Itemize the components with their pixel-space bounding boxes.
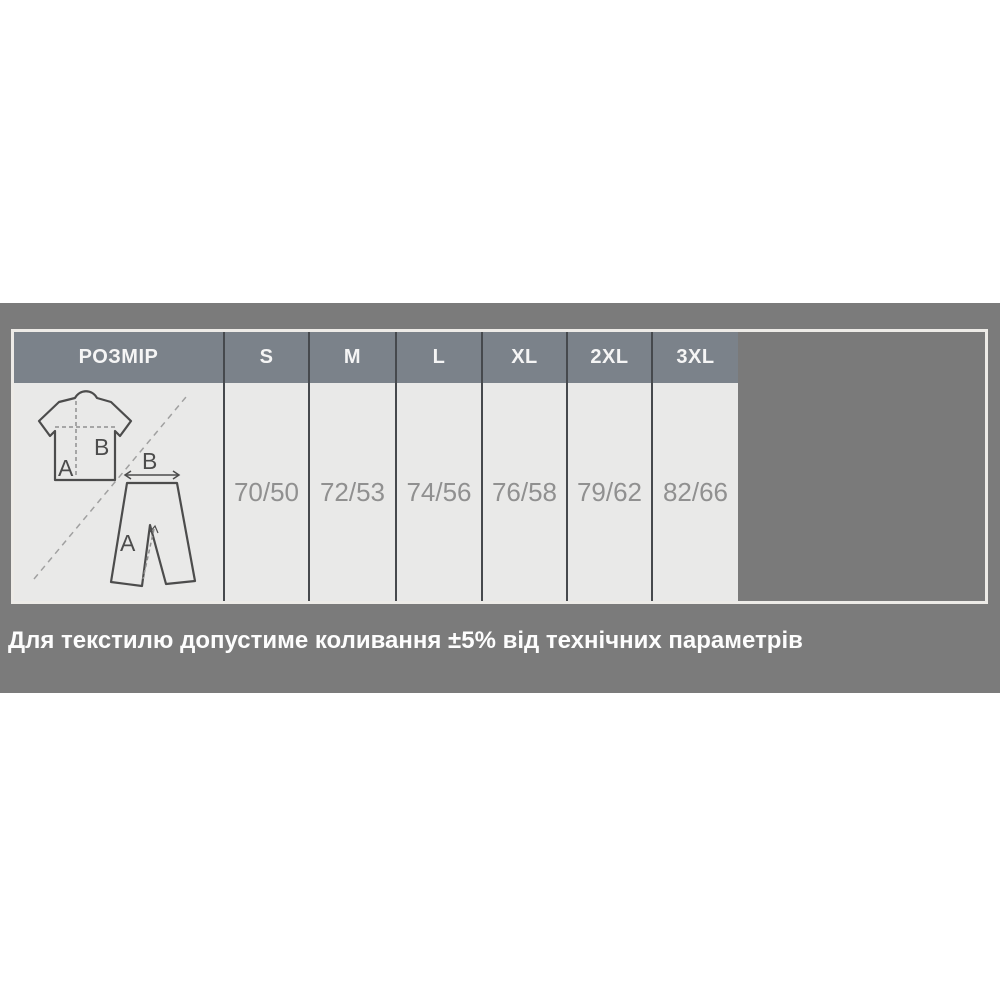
table-empty-area: [738, 332, 985, 601]
pants-length-measure-line: [142, 528, 155, 580]
header-size-m: M: [310, 332, 397, 383]
pants-width-arrowhead-right: [172, 470, 181, 480]
value-m: 72/53: [310, 383, 397, 601]
size-table: РОЗМІР S M L XL 2XL 3XL A B: [11, 329, 988, 604]
shirt-length-label: A: [58, 455, 74, 481]
shirt-width-label: B: [94, 434, 109, 460]
value-s: 70/50: [225, 383, 310, 601]
header-size-3xl: 3XL: [653, 332, 738, 383]
header-size-2xl: 2XL: [568, 332, 653, 383]
value-xl: 76/58: [483, 383, 568, 601]
pants-width-label: B: [142, 448, 157, 474]
size-chart-panel: РОЗМІР S M L XL 2XL 3XL A B: [0, 303, 1000, 693]
measurement-illustration-cell: A B A B: [14, 383, 225, 601]
header-size-s: S: [225, 332, 310, 383]
tshirt-outline-icon: [37, 390, 133, 482]
value-l: 74/56: [397, 383, 483, 601]
value-2xl: 79/62: [568, 383, 653, 601]
pants-length-label: A: [120, 530, 136, 556]
diagonal-divider-line: [33, 396, 187, 580]
garment-measurement-diagram: A B A B: [33, 390, 197, 588]
value-3xl: 82/66: [653, 383, 738, 601]
pants-outline-icon: [109, 481, 197, 588]
pants-width-arrowhead-left: [123, 470, 132, 480]
pants-length-arrowhead: [149, 524, 159, 534]
header-size-label: РОЗМІР: [14, 332, 225, 383]
tolerance-note: Для текстилю допустиме коливання ±5% від…: [8, 627, 803, 654]
header-size-xl: XL: [483, 332, 568, 383]
header-size-l: L: [397, 332, 483, 383]
